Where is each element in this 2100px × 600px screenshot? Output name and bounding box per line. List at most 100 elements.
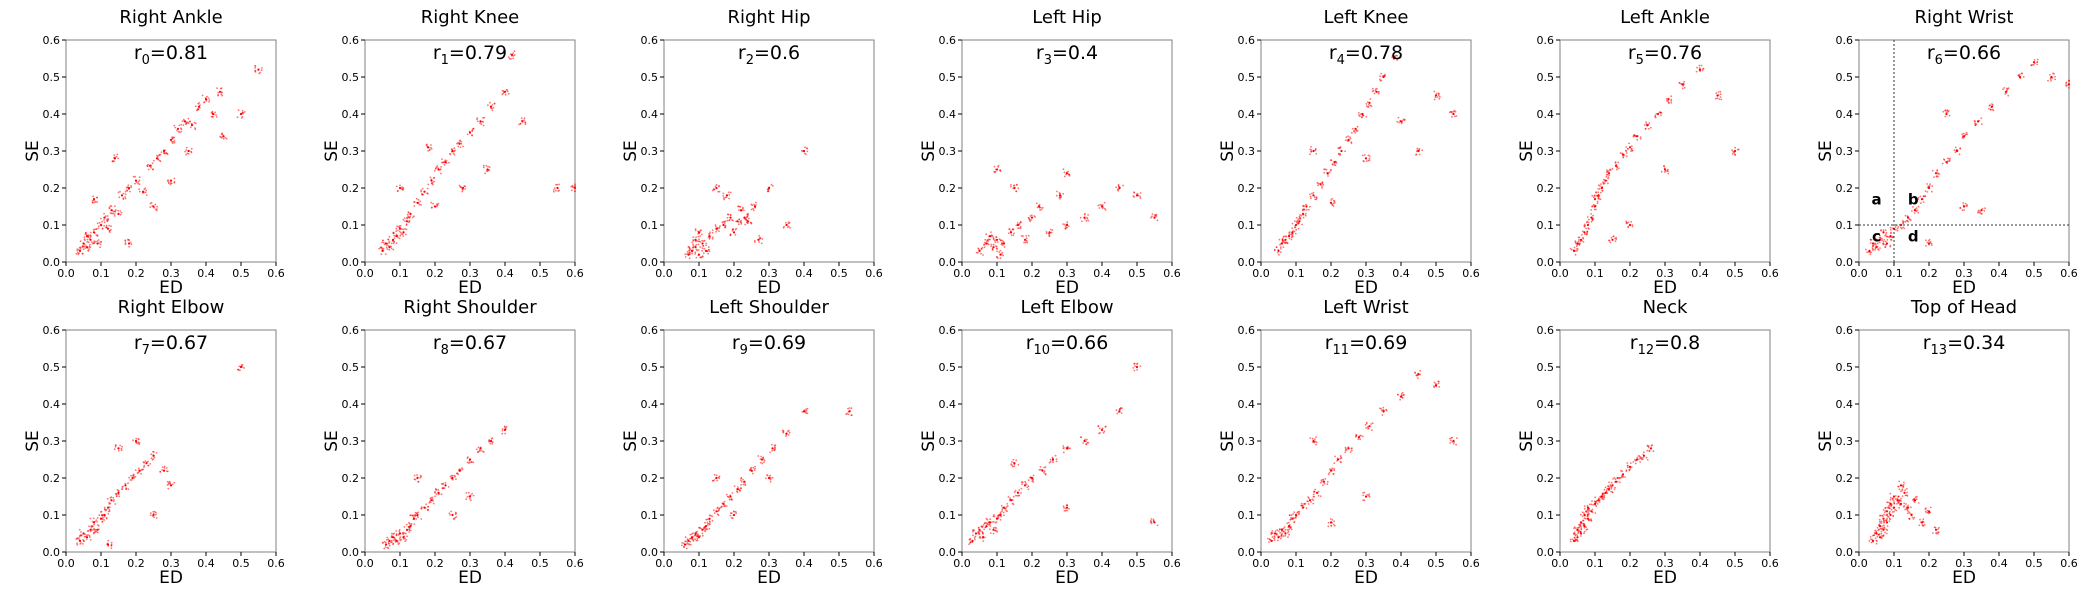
data-point [98,242,100,245]
data-point [1359,438,1362,441]
data-point [391,532,393,535]
data-point [1276,529,1279,532]
data-point [1894,226,1897,228]
data-point [1870,251,1872,254]
data-point [1613,488,1616,491]
data-point [402,218,405,221]
data-point [2053,73,2055,75]
data-point [512,52,515,54]
data-point [688,257,691,260]
data-point [124,240,127,242]
x-tick-label: 0.5 [1726,267,1744,280]
data-point [145,462,148,465]
data-point [1098,427,1101,430]
data-point [152,510,155,513]
data-point [393,537,396,540]
data-point [1009,499,1013,502]
data-point [988,523,991,526]
point-cluster [1288,228,1298,238]
data-point [1438,97,1441,100]
data-point [752,466,755,469]
data-point [138,443,141,446]
data-point [1648,450,1651,453]
data-point [1903,491,1906,494]
x-tick-label: 0.0 [953,267,971,280]
data-point [1363,154,1366,156]
data-point [1598,188,1601,190]
data-point [114,210,117,213]
data-point [1586,528,1589,531]
correlation-symbol: r [1923,332,1931,354]
data-point [1921,524,1924,527]
x-tick-label: 0.3 [162,557,180,570]
data-point [1452,442,1455,445]
data-point [1321,187,1323,189]
point-cluster [1714,90,1723,101]
data-point [396,541,399,544]
data-point [1305,203,1307,206]
data-point [1871,539,1875,543]
data-point [134,439,138,443]
data-point [1585,221,1588,224]
data-point [1345,449,1348,451]
data-point [1156,524,1159,527]
data-point [1885,242,1889,245]
point-cluster [1327,518,1336,528]
data-point [390,535,393,537]
correlation-value: =0.69 [748,332,806,354]
point-cluster [1267,536,1276,543]
data-point [1882,524,1885,527]
data-point [458,142,461,145]
data-point [471,492,473,495]
data-point [755,201,757,204]
data-point [393,237,396,240]
data-point [1901,489,1904,492]
x-tick-label: 0.3 [1955,267,1973,280]
data-point [1010,184,1012,186]
data-point [1367,104,1370,106]
data-point [1006,510,1008,513]
data-point [427,183,430,186]
point-cluster [150,450,158,461]
data-point [465,492,468,494]
point-cluster [750,201,757,212]
data-point [414,478,417,481]
data-point [1394,54,1397,57]
data-point [988,521,992,524]
data-point [1886,525,1889,527]
point-cluster [1632,133,1642,141]
data-point [1574,534,1577,537]
data-point [1904,489,1906,491]
data-point [1019,225,1022,228]
data-point [382,241,385,244]
data-point [739,209,743,212]
point-cluster [236,109,246,119]
data-point [1929,183,1931,186]
data-point [695,256,698,259]
data-point [185,122,188,125]
data-point [1878,238,1882,241]
data-point [705,242,707,245]
data-point [983,243,986,246]
data-point [1290,238,1293,241]
data-point [552,190,555,193]
data-point [1064,509,1067,512]
data-point [173,141,176,144]
data-point [458,184,461,187]
data-point [501,428,504,430]
data-point [1643,124,1646,126]
data-point [1598,501,1601,504]
data-point [468,131,472,134]
data-point [713,509,715,512]
data-point [1291,233,1294,236]
data-point [1881,525,1883,527]
point-cluster [1611,161,1620,171]
data-point [1368,425,1371,428]
data-point [419,474,422,477]
y-tick-label: 0.5 [1836,71,1854,84]
data-point [1001,251,1004,254]
data-point [805,153,807,156]
data-point [1049,458,1052,461]
data-point [413,474,416,477]
data-point [96,242,99,245]
